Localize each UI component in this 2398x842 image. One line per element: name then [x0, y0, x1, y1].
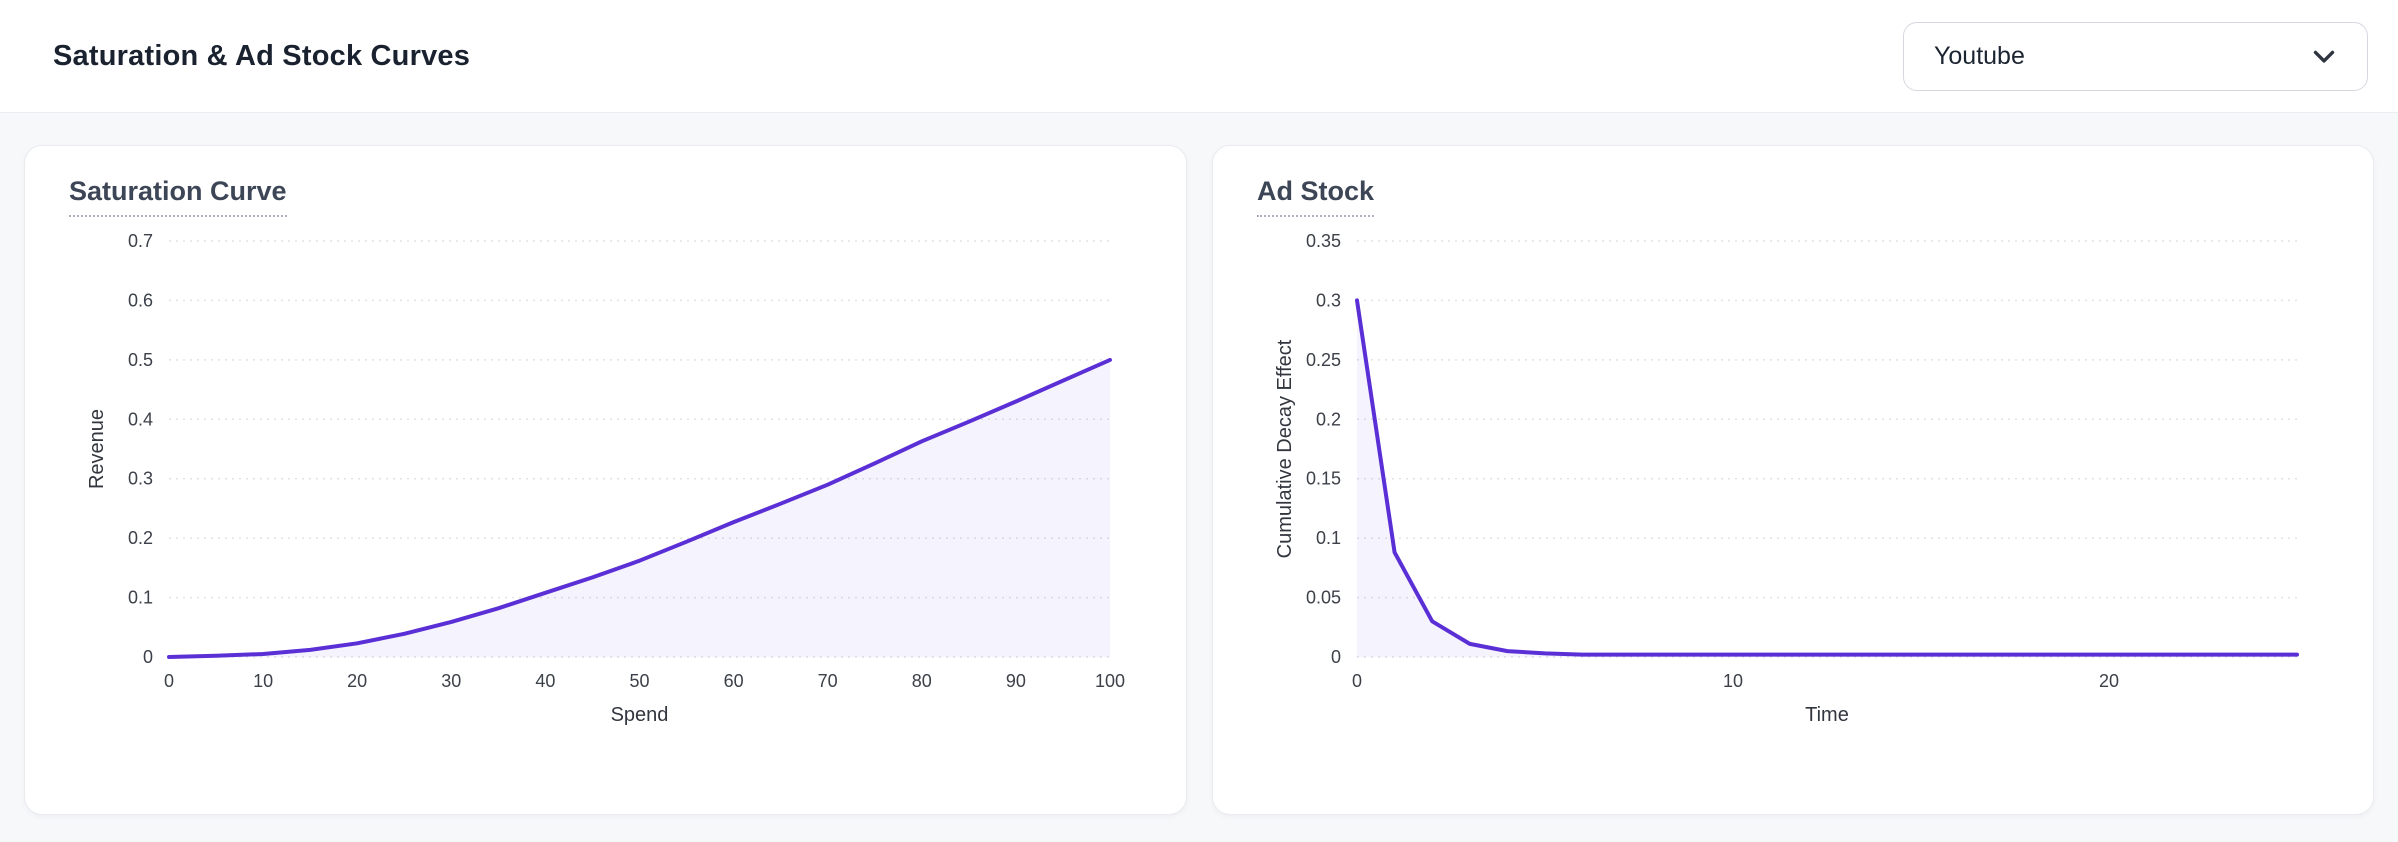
chart-svg: 0 0.1 0.2 0.3 0.4 0.5 0.6 0.7 0 10 20 30 40 50 60 70 80 9… — [86, 231, 1125, 726]
svg-text:Spend: Spend — [611, 704, 669, 726]
svg-text:0.2: 0.2 — [1316, 409, 1341, 429]
svg-text:0.4: 0.4 — [128, 409, 153, 429]
saturation-curve-card: Saturation Curve 0 0.1 0.2 0.3 0.4 0.5 0.6 0.7 0… — [24, 145, 1187, 815]
saturation-curve-title: Saturation Curve — [69, 176, 287, 217]
svg-text:90: 90 — [1006, 671, 1026, 691]
svg-text:0.5: 0.5 — [128, 350, 153, 370]
svg-text:0.7: 0.7 — [128, 231, 153, 251]
svg-text:Time: Time — [1805, 704, 1849, 726]
page-title: Saturation & Ad Stock Curves — [53, 39, 471, 72]
svg-text:40: 40 — [535, 671, 555, 691]
header: Saturation & Ad Stock Curves Youtube — [0, 0, 2398, 113]
charts-area: Saturation Curve 0 0.1 0.2 0.3 0.4 0.5 0.6 0.7 0… — [0, 113, 2398, 815]
svg-text:20: 20 — [347, 671, 367, 691]
svg-text:30: 30 — [441, 671, 461, 691]
svg-text:Revenue: Revenue — [86, 409, 108, 489]
channel-select[interactable]: Youtube — [1903, 21, 2368, 91]
svg-text:0.6: 0.6 — [128, 290, 153, 310]
svg-text:60: 60 — [724, 671, 744, 691]
svg-text:0: 0 — [164, 671, 174, 691]
ad-stock-title: Ad Stock — [1257, 176, 1375, 217]
ad-stock-chart: 0 0.05 0.1 0.15 0.2 0.25 0.3 0.35 0 10 20 Time Cumul… — [1257, 229, 2329, 769]
svg-text:0: 0 — [1331, 647, 1341, 667]
svg-text:0: 0 — [1352, 671, 1362, 691]
svg-text:0.3: 0.3 — [1316, 290, 1341, 310]
ad-stock-card: Ad Stock 0 0.05 0.1 0.15 0.2 0.25 0.3 0.35 0 10 20… — [1212, 145, 2374, 815]
svg-text:80: 80 — [912, 671, 932, 691]
chevron-down-icon — [2313, 50, 2335, 63]
svg-text:0.3: 0.3 — [128, 469, 153, 489]
svg-text:0.2: 0.2 — [128, 528, 153, 548]
svg-text:0.1: 0.1 — [128, 588, 153, 608]
svg-text:0.1: 0.1 — [1316, 528, 1341, 548]
svg-text:Cumulative Decay Effect: Cumulative Decay Effect — [1274, 339, 1296, 558]
svg-text:0: 0 — [143, 647, 153, 667]
svg-text:20: 20 — [2099, 671, 2119, 691]
svg-text:10: 10 — [1723, 671, 1743, 691]
svg-text:50: 50 — [629, 671, 649, 691]
svg-text:0.15: 0.15 — [1306, 469, 1341, 489]
saturation-curve-chart: 0 0.1 0.2 0.3 0.4 0.5 0.6 0.7 0 10 20 30 40 50 60 70 80 9… — [69, 229, 1142, 769]
svg-text:0.35: 0.35 — [1306, 231, 1341, 251]
svg-text:0.25: 0.25 — [1306, 350, 1341, 370]
channel-select-value: Youtube — [1934, 41, 2025, 70]
chart-svg: 0 0.05 0.1 0.15 0.2 0.25 0.3 0.35 0 10 20 Time Cumul… — [1274, 231, 2299, 726]
svg-text:0.05: 0.05 — [1306, 588, 1341, 608]
svg-text:100: 100 — [1095, 671, 1125, 691]
svg-text:70: 70 — [818, 671, 838, 691]
svg-text:10: 10 — [253, 671, 273, 691]
